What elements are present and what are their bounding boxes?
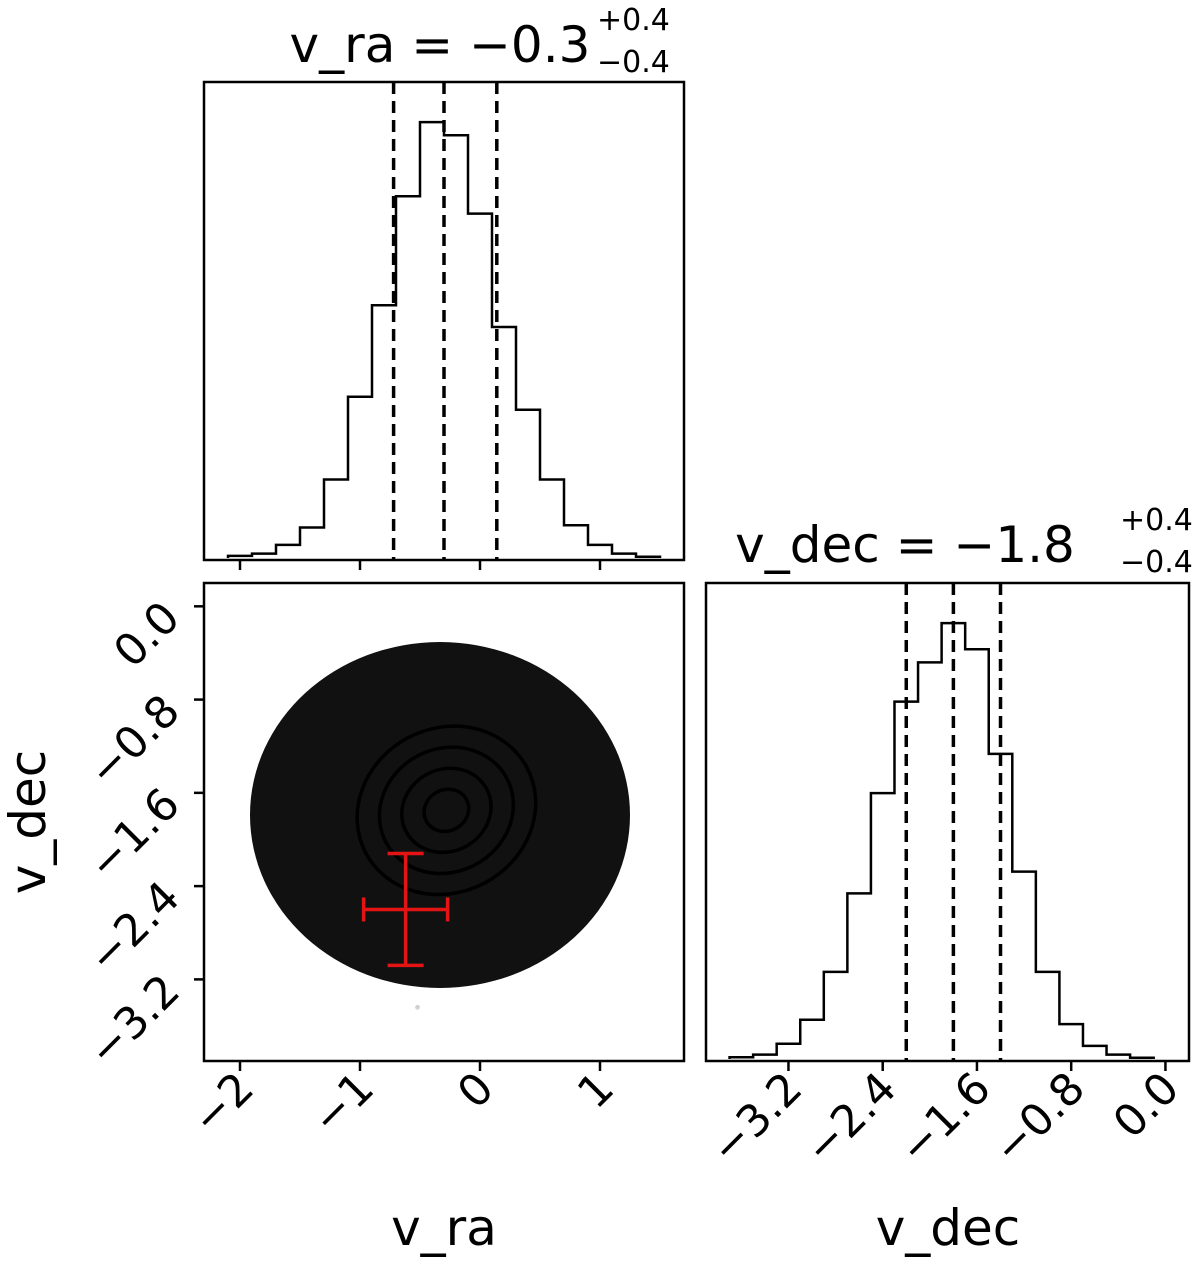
scatter-point (415, 1004, 420, 1010)
joint-x-axis-label: v_ra (391, 1199, 497, 1257)
joint-x-tick-label-2: 0 (448, 1063, 504, 1119)
joint-y-tick-label-2: −1.6 (78, 779, 190, 891)
v_ra-title-minus: −0.4 (597, 45, 670, 80)
v_dec-title-plus: +0.4 (1120, 503, 1193, 538)
v_dec-x-tick-label-2: −1.6 (889, 1063, 1001, 1175)
v_dec-title-minus: −0.4 (1120, 545, 1193, 580)
joint-frame (202, 581, 686, 1063)
v_dec-x-tick-label-1: −2.4 (795, 1063, 907, 1175)
joint-y-axis-label: v_dec (0, 750, 57, 895)
v_dec-histogram (728, 621, 1155, 1059)
v_dec-marginal-frame (704, 581, 1191, 1063)
joint-x-tick-label-0: −2 (182, 1063, 264, 1145)
joint-y-tick-label-3: −2.4 (78, 872, 190, 984)
v_dec-x-tick-label-4: 0.0 (1104, 1063, 1190, 1149)
reference-point (361, 851, 450, 968)
dense-region (250, 642, 630, 988)
panel-joint: −2 −1 0 1 0.0−0.8−1.6−2.4−3.2 v_ra v_dec (0, 581, 686, 1257)
joint-x-tick-label-3: 1 (568, 1063, 624, 1119)
v_dec-x-tick-label-0: −3.2 (701, 1063, 813, 1175)
v_ra-marginal-frame (202, 80, 686, 562)
panel-v_dec-marginal: v_dec = −1.8 +0.4 −0.4 −3.2−2.4−1.6−0.8 0… (701, 503, 1193, 1257)
v_dec-x-tick-label-3: −0.8 (983, 1063, 1095, 1175)
panel-v_ra-marginal: v_ra = −0.3 +0.4 −0.4 (202, 3, 686, 570)
joint-y-tick-label-1: −0.8 (78, 685, 190, 797)
v_ra-title: v_ra = −0.3 (290, 16, 591, 74)
joint-y-tick-label-0: 0.0 (104, 592, 190, 678)
v_ra-title-plus: +0.4 (597, 3, 670, 38)
v_dec-x-axis-label: v_dec (876, 1199, 1021, 1257)
joint-x-tick-label-1: −1 (302, 1063, 384, 1145)
contour-level-2 (400, 766, 493, 855)
contour-level-3 (422, 787, 471, 834)
contour-level-1 (377, 745, 516, 876)
joint-y-tick-label-4: −3.2 (78, 965, 190, 1077)
v_dec-title: v_dec = −1.8 (735, 516, 1075, 574)
contour-level-0 (355, 724, 538, 897)
